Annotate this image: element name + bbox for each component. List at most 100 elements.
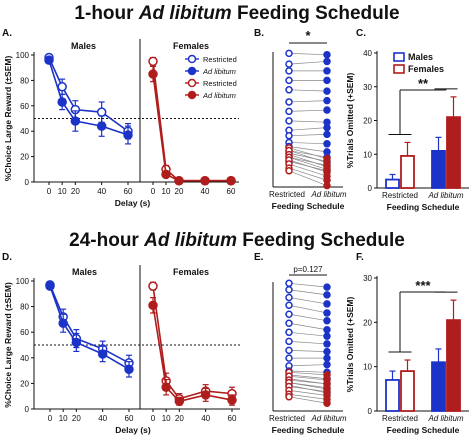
y-tick-label: 80	[20, 76, 29, 85]
x-tick-label: 20	[72, 414, 81, 423]
data-point	[285, 67, 293, 75]
pair-line	[288, 313, 328, 322]
legend-swatch	[393, 64, 405, 74]
x-category-label: Restricted	[269, 414, 305, 423]
data-point	[57, 82, 67, 92]
pair-line	[288, 109, 328, 112]
x-tick-label: 20	[175, 414, 184, 423]
data-point	[323, 340, 331, 348]
panel-label: D.	[2, 252, 12, 263]
pair-line	[288, 163, 328, 177]
data-point	[323, 106, 331, 114]
x-tick-label: 0	[151, 187, 156, 196]
x-axis-label: Feeding Schedule	[387, 425, 460, 435]
data-point	[285, 107, 293, 116]
data-point	[161, 169, 171, 180]
data-point	[285, 86, 293, 94]
bar	[446, 116, 461, 189]
legend-label: Restricted	[203, 79, 237, 88]
data-point	[285, 346, 293, 355]
x-tick-label: 10	[162, 414, 171, 423]
data-point	[227, 395, 237, 405]
pair-line	[288, 390, 328, 396]
x-tick-label: 10	[162, 187, 171, 196]
figure-title-italic: Ad libitum	[138, 3, 232, 24]
data-point	[323, 96, 331, 105]
legend-label: Females	[408, 64, 444, 74]
pair-line	[288, 340, 328, 345]
data-point	[285, 393, 293, 401]
pair-line	[288, 393, 328, 400]
data-point	[323, 300, 331, 308]
group-title: Males	[71, 41, 96, 51]
data-point	[148, 56, 158, 67]
data-point	[285, 328, 293, 337]
y-tick-label: 10	[363, 363, 372, 372]
data-point	[96, 107, 107, 117]
pair-line	[288, 364, 328, 367]
data-point	[45, 281, 55, 291]
panel-label: E.	[254, 252, 264, 263]
figure-title: 24-hour Ad libitum Feeding Schedule	[69, 230, 405, 251]
panel-label: C.	[356, 28, 366, 39]
pair-line	[288, 322, 328, 331]
data-point	[285, 131, 293, 140]
pair-line	[288, 379, 328, 385]
y-tick-label: 100	[16, 277, 30, 286]
pair-line	[288, 396, 328, 404]
x-tick-label: 0	[151, 414, 156, 423]
data-point	[323, 325, 331, 334]
x-tick-label: 60	[125, 414, 134, 423]
x-axis-label: Feeding Schedule	[272, 425, 345, 435]
y-tick-label: 0	[25, 405, 30, 414]
data-point	[285, 60, 293, 68]
legend-label: Restricted	[203, 55, 237, 64]
data-point	[174, 175, 184, 186]
data-point	[285, 117, 293, 125]
data-point	[323, 140, 331, 148]
data-point	[285, 293, 293, 302]
significance-annotation: ***	[415, 278, 431, 293]
bar	[385, 379, 400, 412]
figure-title-pre: 1-hour	[74, 3, 138, 24]
pair-line	[288, 147, 328, 159]
data-point	[148, 69, 158, 79]
pair-line	[288, 382, 328, 389]
pair-line	[288, 152, 328, 162]
x-axis-label: Feeding Schedule	[387, 202, 460, 212]
data-point	[285, 279, 293, 288]
data-point	[285, 76, 293, 85]
x-axis-label: Feeding Schedule	[272, 201, 345, 211]
legend-label: Ad libitum	[202, 67, 236, 76]
x-category-label: Restricted	[382, 191, 418, 200]
y-tick-label: 0	[25, 178, 30, 187]
pair-line	[288, 127, 328, 131]
y-tick-label: 20	[363, 117, 372, 126]
pair-line	[288, 370, 328, 373]
panel-label: F.	[356, 252, 364, 263]
x-tick-label: 20	[175, 187, 184, 196]
y-tick-label: 20	[20, 379, 29, 388]
data-point	[323, 283, 331, 291]
bar	[431, 149, 446, 189]
data-point	[323, 309, 331, 317]
bar	[400, 155, 415, 189]
legend-marker	[187, 66, 197, 76]
x-category-label: Ad libitum	[310, 190, 346, 199]
y-tick-label: 60	[20, 328, 29, 337]
figure-title: 1-hour Ad libitum Feeding Schedule	[74, 3, 399, 24]
data-point	[71, 337, 82, 348]
x-tick-label: 40	[98, 414, 107, 423]
pair-line	[288, 167, 328, 181]
x-tick-label: 10	[59, 414, 68, 423]
significance-annotation: **	[418, 76, 429, 91]
x-tick-label: 0	[48, 414, 53, 423]
data-point	[323, 57, 331, 66]
bar	[400, 370, 415, 412]
x-tick-label: 60	[124, 187, 133, 196]
y-tick-label: 0	[368, 407, 373, 416]
data-point	[285, 167, 293, 175]
data-point	[323, 360, 331, 369]
pair-line	[288, 350, 328, 353]
